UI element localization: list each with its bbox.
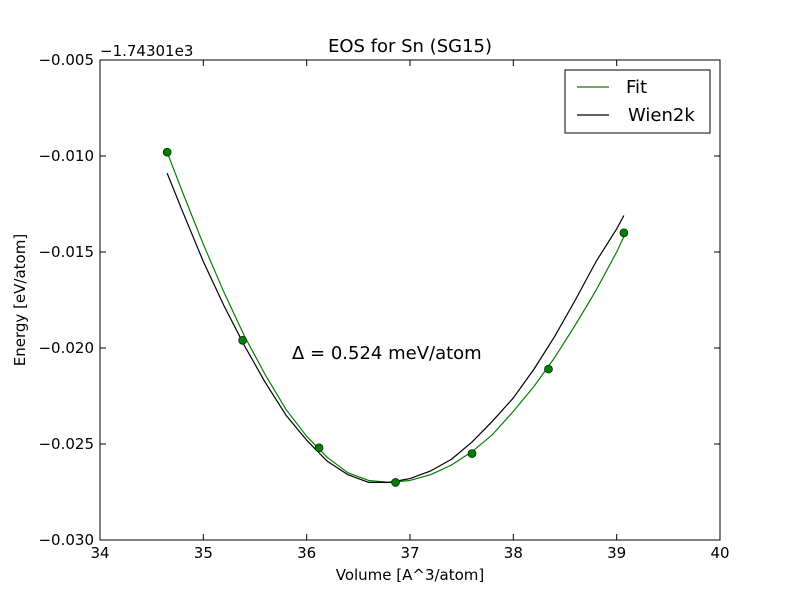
x-ticks: 34 35 36 37 38 39 40 — [90, 60, 730, 562]
y-tick-label: −0.020 — [38, 339, 94, 357]
data-point-marker — [238, 336, 247, 345]
data-point-marker — [162, 147, 172, 157]
y-offset-label: −1.74301e3 — [100, 42, 193, 60]
data-point-marker — [544, 364, 553, 374]
y-axis-title: Energy [eV/atom] — [11, 234, 29, 366]
x-tick-label: 39 — [607, 544, 626, 562]
chart-title: EOS for Sn (SG15) — [328, 36, 492, 57]
data-point-marker — [314, 443, 324, 453]
y-ticks: −0.030 −0.025 −0.020 −0.015 −0.010 −0.005 — [38, 51, 720, 549]
marker-layer — [162, 147, 629, 487]
data-point-marker — [619, 228, 629, 238]
x-axis-title: Volume [A^3/atom] — [336, 566, 485, 584]
x-tick-label: 38 — [504, 544, 523, 562]
y-tick-label: −0.005 — [38, 51, 94, 69]
data-point-marker — [467, 449, 477, 458]
plot-area-background — [100, 60, 720, 540]
x-tick-label: 36 — [297, 544, 316, 562]
legend-label-wien2k: Wien2k — [628, 105, 695, 126]
x-tick-label: 37 — [400, 544, 419, 562]
data-point-marker — [391, 478, 400, 487]
legend-box — [564, 69, 711, 134]
x-tick-label: 40 — [710, 544, 729, 562]
legend-label-fit: Fit — [626, 77, 647, 98]
y-tick-label: −0.025 — [38, 435, 94, 453]
legend: Fit Wien2k — [564, 69, 711, 134]
y-tick-label: −0.030 — [38, 531, 94, 549]
x-tick-label: 34 — [90, 544, 109, 562]
y-tick-label: −0.010 — [38, 147, 94, 165]
delta-annotation: Δ = 0.524 meV/atom — [292, 343, 482, 364]
y-tick-label: −0.015 — [38, 243, 94, 261]
x-tick-label: 35 — [194, 544, 213, 562]
